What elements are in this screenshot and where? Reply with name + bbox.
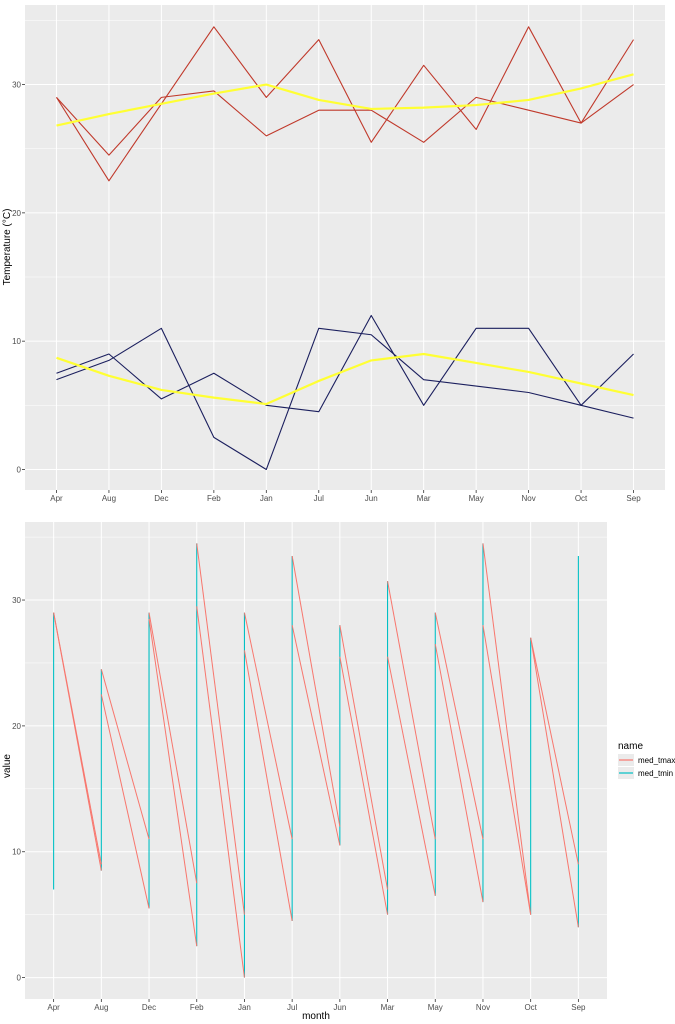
med-tmax-segment: [196, 606, 245, 978]
x-tick-label: Aug: [94, 1003, 108, 1012]
med-tmax-segment: [148, 618, 198, 947]
x-tick-label: May: [428, 1003, 443, 1012]
y-tick-label: 0: [17, 465, 22, 474]
series-line: [56, 26, 634, 182]
x-tick-label: May: [469, 494, 484, 503]
x-tick-label: Jun: [365, 494, 378, 503]
y-tick-label: 0: [17, 974, 22, 983]
med-tmax-segment: [100, 669, 150, 840]
x-tick-label: Jan: [238, 1003, 251, 1012]
panel-background: [25, 5, 665, 490]
x-tick-label: Feb: [207, 494, 221, 503]
series-line: [56, 84, 634, 156]
med-tmax-segment: [291, 625, 341, 846]
x-tick-label: Dec: [154, 494, 168, 503]
smooth-trend-line: [56, 73, 634, 127]
legend-label-med-tmin: med_tmin: [638, 769, 673, 778]
med-tmax-segment: [339, 656, 389, 915]
med-tmax-segment: [434, 612, 484, 840]
med-tmax-segment: [291, 555, 341, 827]
y-tick-label: 30: [12, 81, 21, 90]
y-tick-label: 20: [12, 209, 21, 218]
x-tick-label: Jul: [314, 494, 324, 503]
y-tick-label: 10: [12, 848, 21, 857]
med-tmax-segment: [196, 543, 245, 915]
med-tmax-segment: [530, 637, 579, 865]
x-tick-label: Jan: [260, 494, 273, 503]
value-panel: 0 10 20 30 Apr Aug Dec Feb Jan Jul Jun Mar May Nov Oct…: [12, 522, 607, 1012]
x-tick-label: Nov: [476, 1003, 490, 1012]
x-tick-label: Nov: [521, 494, 535, 503]
legend-title: name: [618, 741, 643, 752]
x-tick-label: Oct: [575, 494, 588, 503]
x-tick-label: Dec: [142, 1003, 156, 1012]
x-tick-label: Apr: [50, 494, 63, 503]
bottom-y-axis-title: value: [2, 754, 13, 778]
smooth-trend-line: [56, 352, 634, 406]
med-tmax-segment: [434, 643, 484, 903]
x-tick-label: Jul: [287, 1003, 297, 1012]
x-tick-label: Mar: [381, 1003, 395, 1012]
med-tmax-segment: [482, 625, 532, 915]
bottom-x-axis-title: month: [302, 1011, 330, 1022]
med-tmax-segment: [148, 612, 198, 884]
y-tick-label: 30: [12, 596, 21, 605]
x-tick-label: Sep: [571, 1003, 586, 1012]
med-tmax-segment: [482, 543, 532, 915]
legend: name med_tmax med_tmin: [618, 741, 675, 779]
x-tick-label: Sep: [626, 494, 641, 503]
med-tmax-segment: [243, 650, 293, 922]
y-tick-label: 20: [12, 722, 21, 731]
x-tick-label: Feb: [190, 1003, 204, 1012]
y-tick-label: 10: [12, 337, 21, 346]
med-tmax-segment: [530, 637, 579, 928]
series-line: [56, 327, 634, 471]
med-tmax-segment: [387, 656, 436, 896]
temperature-panel: 0 10 20 30 Apr Aug Dec Feb Jan Jul Jun Mar May Nov Oct…: [12, 5, 665, 503]
med-tmax-segment: [53, 612, 102, 871]
med-tmax-segment: [243, 612, 293, 840]
series-line: [56, 314, 634, 413]
x-tick-label: Mar: [417, 494, 431, 503]
legend-label-med-tmax: med_tmax: [638, 756, 675, 765]
x-tick-label: Oct: [524, 1003, 537, 1012]
med-tmax-segment: [100, 694, 150, 909]
x-tick-label: Aug: [102, 494, 116, 503]
top-y-axis-title: Temperature (°C): [2, 209, 13, 286]
x-tick-label: Jun: [333, 1003, 346, 1012]
panel-background: [25, 522, 607, 999]
med-tmax-segment: [387, 581, 436, 840]
med-tmax-segment: [339, 625, 389, 890]
x-tick-label: Apr: [47, 1003, 60, 1012]
